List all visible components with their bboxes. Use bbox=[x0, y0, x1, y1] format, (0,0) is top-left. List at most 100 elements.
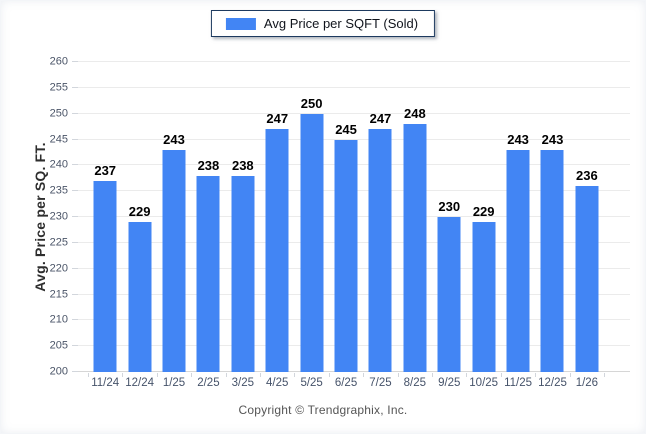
y-axis-tick-label: 225 bbox=[49, 236, 68, 249]
x-axis-tick-label: 11/24 bbox=[91, 377, 120, 389]
bar-5/25 bbox=[300, 113, 324, 372]
gridline bbox=[78, 112, 630, 114]
bar-value-label: 238 bbox=[231, 157, 254, 173]
bar-value-label: 236 bbox=[576, 168, 598, 183]
y-tickmark bbox=[72, 371, 78, 372]
y-tickmark bbox=[72, 164, 78, 166]
y-axis-tick-label: 250 bbox=[49, 107, 68, 120]
y-tickmark bbox=[72, 241, 78, 243]
x-tickmark bbox=[569, 373, 571, 377]
bar-12/24 bbox=[128, 222, 152, 372]
bar-series: 237 229 243 238 238 247 250 245 247 248 230 229 243 2… bbox=[88, 62, 604, 372]
bar-slot: 237 bbox=[88, 62, 122, 372]
bar-slot: 238 bbox=[191, 62, 225, 372]
x-tickmark bbox=[604, 373, 605, 377]
x-axis-tick-label: 4/25 bbox=[266, 377, 289, 389]
bar-11/24 bbox=[93, 180, 117, 372]
bar-slot: 250 bbox=[294, 62, 328, 372]
x-axis-tick-label: 1/26 bbox=[575, 377, 599, 389]
bar-slot: 247 bbox=[363, 62, 397, 372]
y-axis-tick-label: 240 bbox=[49, 158, 68, 171]
y-axis-tick-label: 230 bbox=[49, 210, 68, 223]
x-tickmark bbox=[260, 373, 261, 377]
bar-10/25 bbox=[472, 222, 496, 372]
y-axis-labels: 200 205 210 215 220 225 230 235 240 245 250 255 260 bbox=[0, 56, 68, 377]
y-tickmark bbox=[72, 267, 78, 269]
gridline bbox=[78, 61, 630, 62]
x-tickmark bbox=[500, 373, 502, 377]
legend: Avg Price per SQFT (Sold) bbox=[210, 10, 436, 37]
y-tickmark bbox=[72, 345, 78, 347]
bar-slot: 238 bbox=[226, 62, 260, 372]
bar-value-label: 250 bbox=[300, 95, 323, 111]
x-tickmark bbox=[156, 373, 158, 377]
bar-slot: 248 bbox=[398, 62, 432, 372]
y-tickmark bbox=[72, 190, 78, 192]
x-tickmark bbox=[294, 373, 296, 377]
y-tickmark bbox=[72, 216, 78, 217]
x-tickmark bbox=[191, 373, 193, 377]
x-axis-tick-label: 3/25 bbox=[231, 377, 255, 389]
x-tickmark bbox=[466, 373, 468, 377]
y-tickmark bbox=[72, 112, 78, 114]
bar-value-label: 230 bbox=[438, 199, 461, 214]
bar-value-label: 238 bbox=[197, 157, 220, 173]
bar-slot: 230 bbox=[432, 62, 466, 372]
y-axis-tick-label: 255 bbox=[49, 81, 68, 94]
bar-8/25 bbox=[403, 124, 427, 372]
bar-slot: 229 bbox=[122, 62, 156, 372]
y-tickmark bbox=[72, 138, 78, 140]
x-tickmark bbox=[363, 373, 365, 377]
bar-1/26 bbox=[575, 186, 599, 372]
x-axis-tick-label: 12/24 bbox=[125, 377, 154, 389]
bar-slot: 243 bbox=[157, 62, 191, 372]
bar-value-label: 237 bbox=[94, 162, 117, 178]
y-tickmark bbox=[72, 86, 78, 88]
x-tickmark bbox=[432, 373, 433, 377]
x-tickmark bbox=[88, 373, 89, 377]
y-tickmark bbox=[72, 319, 78, 321]
legend-swatch bbox=[225, 17, 256, 30]
x-tickmark bbox=[225, 373, 227, 377]
legend-label: Avg Price per SQFT (Sold) bbox=[263, 16, 419, 31]
y-axis-tick-label: 205 bbox=[49, 339, 68, 352]
y-tickmark bbox=[72, 61, 78, 62]
bar-7/25 bbox=[368, 129, 392, 372]
x-axis-tick-label: 11/25 bbox=[504, 377, 533, 389]
bar-slot: 229 bbox=[466, 62, 500, 372]
bar-value-label: 229 bbox=[128, 204, 151, 220]
y-tickmark bbox=[72, 293, 78, 295]
bar-1/25 bbox=[162, 149, 186, 372]
bar-value-label: 248 bbox=[404, 106, 426, 121]
y-axis-tick-label: 220 bbox=[49, 262, 68, 275]
bar-value-label: 243 bbox=[163, 131, 185, 147]
bar-value-label: 243 bbox=[541, 131, 564, 147]
x-tickmark bbox=[122, 373, 124, 377]
y-axis-tick-label: 260 bbox=[49, 55, 68, 68]
bar-value-label: 245 bbox=[335, 121, 357, 137]
bar-11/25 bbox=[506, 149, 530, 372]
bar-slot: 236 bbox=[570, 62, 604, 372]
bar-value-label: 247 bbox=[369, 111, 392, 127]
x-axis-tick-label: 10/25 bbox=[469, 377, 499, 389]
x-axis-tick-label: 5/25 bbox=[300, 377, 323, 389]
bar-value-label: 247 bbox=[266, 111, 289, 127]
bar-value-label: 243 bbox=[507, 131, 529, 147]
bar-4/25 bbox=[265, 129, 289, 372]
gridline bbox=[78, 138, 630, 140]
y-axis-tick-label: 235 bbox=[49, 184, 68, 197]
y-axis-tick-label: 200 bbox=[49, 365, 68, 378]
bar-9/25 bbox=[437, 217, 461, 372]
y-axis-tick-label: 215 bbox=[49, 288, 68, 300]
x-axis-tick-label: 1/25 bbox=[162, 377, 186, 389]
bar-3/25 bbox=[231, 175, 255, 372]
bar-2/25 bbox=[196, 175, 220, 372]
bar-12/25 bbox=[540, 149, 564, 372]
copyright-text: Copyright © Trendgraphix, Inc. bbox=[238, 403, 408, 417]
x-axis-tick-label: 12/25 bbox=[538, 377, 567, 389]
x-tickmark bbox=[535, 373, 537, 377]
x-axis-tick-label: 9/25 bbox=[438, 377, 461, 389]
bar-value-label: 229 bbox=[472, 204, 495, 220]
bar-slot: 243 bbox=[535, 62, 569, 372]
